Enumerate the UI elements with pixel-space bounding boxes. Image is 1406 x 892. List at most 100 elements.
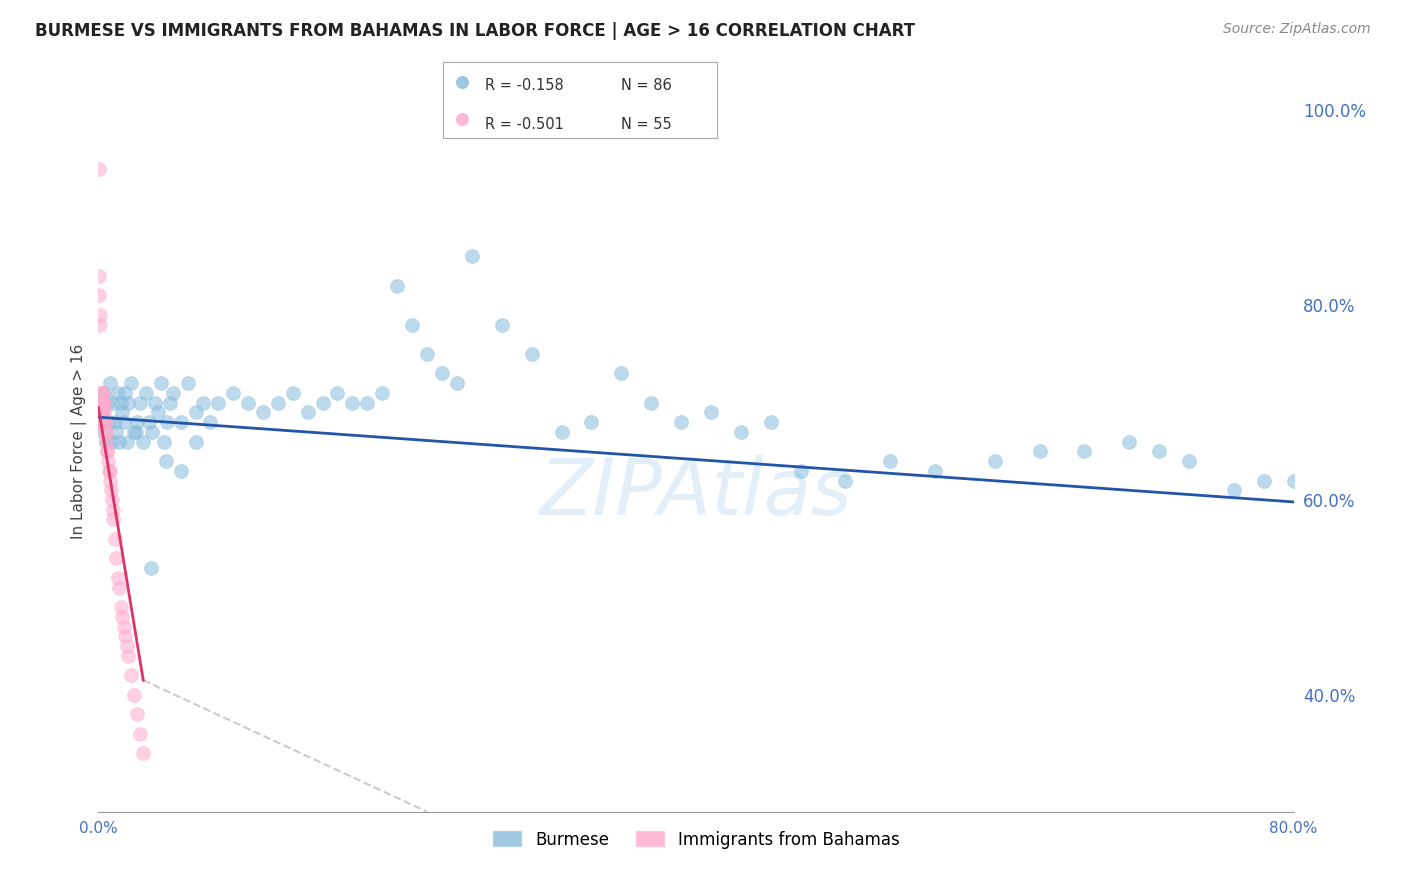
Point (132, 746, 155, 760)
Point (311, 395, 333, 409)
Point (120, 668, 142, 682)
Point (430, 367, 453, 381)
Point (96, 395, 118, 409)
Point (162, 385, 184, 400)
Point (90, 395, 112, 409)
Point (640, 395, 662, 409)
Point (87, 405, 110, 419)
Point (90, 385, 112, 400)
Point (155, 454, 177, 468)
Point (267, 395, 290, 409)
Point (169, 464, 191, 478)
Point (93, 395, 115, 409)
Point (89, 318, 111, 332)
Point (104, 415, 127, 429)
Point (114, 385, 136, 400)
Point (491, 318, 513, 332)
Point (96, 444, 118, 458)
Point (90, 415, 112, 429)
Point (581, 415, 603, 429)
Point (191, 395, 214, 409)
Point (834, 474, 856, 488)
Point (91, 395, 114, 409)
Point (97, 464, 120, 478)
Point (169, 415, 191, 429)
Point (148, 405, 170, 419)
Point (550, 425, 572, 439)
Point (101, 493, 124, 508)
Point (103, 395, 125, 409)
Point (91, 385, 114, 400)
Point (200, 415, 222, 429)
Point (184, 434, 207, 449)
Point (401, 318, 423, 332)
Point (91, 425, 114, 439)
Point (117, 648, 139, 663)
Point (101, 502, 124, 516)
Point (93, 395, 115, 409)
Point (87, 415, 110, 429)
Point (90, 405, 112, 419)
Point (730, 425, 752, 439)
Point (184, 405, 207, 419)
Point (124, 425, 146, 439)
Point (125, 425, 148, 439)
Point (108, 581, 131, 595)
Point (105, 551, 128, 566)
Point (342, 395, 364, 409)
Point (89, 385, 111, 400)
Point (89, 405, 111, 419)
Point (89, 308, 111, 322)
Y-axis label: In Labor Force | Age > 16: In Labor Force | Age > 16 (72, 344, 87, 539)
Point (91, 415, 114, 429)
Point (87, 161, 110, 176)
Point (110, 395, 132, 409)
Text: N = 86: N = 86 (621, 78, 672, 93)
Point (520, 347, 543, 361)
Point (93, 385, 115, 400)
Point (153, 434, 176, 449)
Point (97, 415, 120, 429)
Point (93, 415, 115, 429)
Text: Source: ZipAtlas.com: Source: ZipAtlas.com (1223, 22, 1371, 37)
Point (107, 385, 129, 400)
Point (89, 395, 111, 409)
Point (104, 532, 127, 546)
Point (98, 464, 121, 478)
Point (139, 561, 162, 575)
Point (90, 405, 112, 419)
Point (98, 376, 122, 390)
Point (103, 512, 125, 526)
Point (89, 415, 111, 429)
Point (110, 600, 132, 615)
Point (124, 688, 146, 702)
Point (111, 405, 134, 419)
Point (91, 415, 114, 429)
Text: R = -0.501: R = -0.501 (485, 117, 564, 132)
Point (610, 367, 633, 381)
Point (135, 385, 157, 400)
Point (297, 405, 319, 419)
Point (91, 405, 114, 419)
Point (112, 620, 135, 634)
Point (129, 395, 152, 409)
Point (94, 425, 117, 439)
Point (93, 405, 115, 419)
Text: R = -0.158: R = -0.158 (485, 78, 564, 93)
Point (100, 483, 122, 498)
Point (112, 415, 135, 429)
Point (371, 385, 394, 400)
Point (89, 268, 111, 283)
Point (105, 425, 128, 439)
Point (89, 415, 111, 429)
Point (107, 571, 129, 585)
Point (207, 395, 229, 409)
Point (117, 395, 139, 409)
Point (101, 434, 124, 449)
Point (669, 415, 692, 429)
Point (222, 385, 245, 400)
Text: N = 55: N = 55 (621, 117, 672, 132)
Text: ZIPAtlas: ZIPAtlas (540, 455, 852, 532)
Point (236, 395, 259, 409)
Point (94, 415, 117, 429)
